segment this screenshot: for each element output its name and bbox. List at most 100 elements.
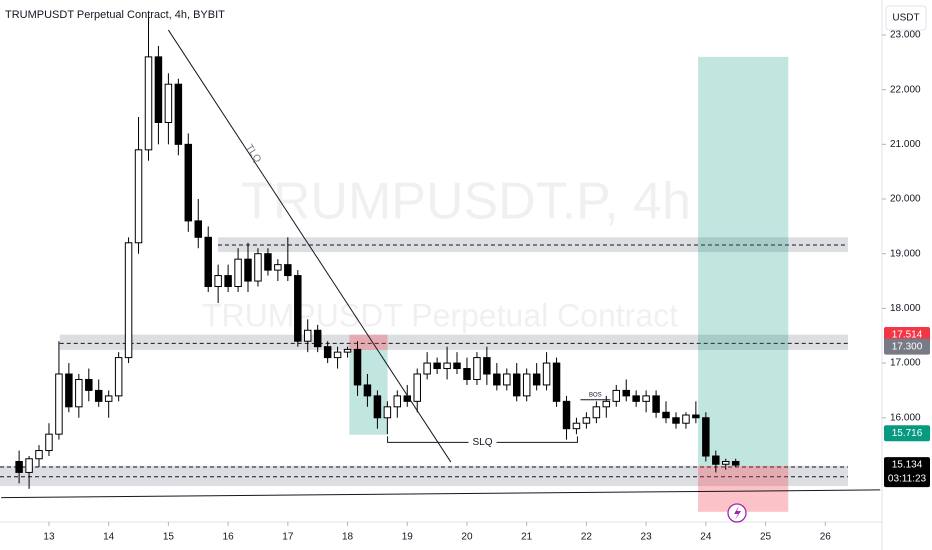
- y-tick-label: 17.000: [890, 358, 921, 369]
- candle-body: [503, 373, 511, 386]
- candle-body: [184, 143, 193, 222]
- candle-body: [224, 275, 232, 288]
- candle-body: [483, 357, 491, 375]
- candle-body: [35, 450, 43, 460]
- candle-body: [721, 460, 730, 465]
- candle-body: [234, 258, 242, 288]
- x-tick-label: 16: [223, 532, 235, 543]
- candle-body: [383, 406, 392, 419]
- y-tick-label: 22.000: [890, 84, 921, 95]
- price-tag-label: 17.300: [892, 341, 923, 352]
- x-tick-label: 13: [43, 532, 55, 543]
- base-line: [1, 489, 881, 499]
- candle-body: [672, 417, 680, 424]
- price-tag-label: 15.716: [892, 428, 923, 439]
- candle-body: [512, 373, 521, 397]
- candle-body: [15, 460, 23, 473]
- candle-body: [532, 373, 541, 386]
- candle-body: [522, 373, 531, 397]
- candle-body: [194, 220, 202, 238]
- candle-body: [204, 236, 212, 288]
- candle-body: [94, 389, 103, 402]
- candle-body: [303, 329, 312, 342]
- candle-body: [493, 373, 501, 386]
- currency-button[interactable]: [885, 5, 927, 31]
- stop-zone: [349, 334, 388, 350]
- x-tick-label: 26: [820, 532, 832, 543]
- candle-body: [45, 433, 53, 452]
- candle-body: [85, 378, 93, 391]
- y-tick-label: 18.000: [890, 303, 921, 314]
- y-tick-label: 21.000: [890, 139, 921, 150]
- candle-body: [214, 275, 222, 288]
- price-tag-label: 15.134: [892, 460, 923, 471]
- candle-body: [473, 357, 481, 380]
- x-tick-label: 17: [282, 532, 294, 543]
- candle-body: [144, 56, 153, 151]
- candle-body: [55, 373, 63, 435]
- candle-body: [712, 455, 720, 465]
- stop-zone: [698, 465, 789, 512]
- candle-body: [274, 264, 282, 271]
- candle-body: [463, 368, 471, 380]
- candle-body: [114, 357, 123, 397]
- y-tick-label: 23.000: [890, 30, 921, 41]
- candle-body: [294, 275, 302, 342]
- currency[interactable]: USDT: [892, 13, 919, 24]
- y-tick-label: 20.000: [890, 194, 921, 205]
- candle-body: [662, 411, 670, 419]
- price-tag: [884, 425, 930, 442]
- candle-body: [323, 346, 332, 359]
- candle-body: [413, 373, 421, 402]
- candle-body: [284, 264, 292, 277]
- x-tick-label: 23: [641, 532, 653, 543]
- x-tick-label: 14: [103, 532, 115, 543]
- axes: 16.000 17.000 18.000 19.000 20.000 21.000 22.0…: [43, 30, 930, 543]
- candle-body: [423, 362, 431, 375]
- candle-body: [254, 253, 262, 282]
- candle-body: [592, 406, 601, 419]
- candle-body: [373, 395, 382, 419]
- watermark: TRUMPUSDT Perpetual Contract: [202, 297, 678, 333]
- candle-body: [602, 400, 611, 408]
- bos-label: BOS: [589, 392, 602, 398]
- candle-body: [343, 348, 352, 353]
- price-tag: [884, 338, 930, 355]
- x-tick-label: 18: [342, 532, 354, 543]
- target-zone: [698, 56, 789, 466]
- watermark: TRUMPUSDT.P, 4h: [241, 173, 691, 231]
- candle-body: [642, 395, 650, 402]
- candle-body: [244, 258, 252, 282]
- candle-body: [333, 351, 342, 359]
- countdown: 03:11:23: [888, 474, 927, 485]
- candle-body: [393, 395, 402, 408]
- candle-body: [25, 458, 33, 473]
- x-tick-label: 21: [521, 532, 533, 543]
- candle-body: [632, 395, 640, 402]
- candle-body: [682, 414, 690, 424]
- candle-body: [363, 384, 372, 397]
- price-tag-label: 17.514: [892, 330, 923, 341]
- x-tick-label: 25: [760, 532, 772, 543]
- zone: [0, 465, 848, 487]
- candle-body: [353, 348, 362, 386]
- alert-bolt[interactable]: [734, 506, 741, 520]
- candle-body: [652, 395, 660, 413]
- candle-body: [154, 56, 163, 123]
- candle-body: [612, 389, 621, 402]
- candle-body: [313, 329, 322, 348]
- candle-body: [582, 417, 591, 424]
- y-tick-label: 16.000: [890, 412, 921, 423]
- trend-line: [167, 29, 452, 463]
- x-tick-label: 20: [461, 532, 473, 543]
- candle-body: [65, 373, 73, 408]
- candle-body: [164, 83, 173, 123]
- alert-icon[interactable]: [727, 503, 747, 523]
- chart-title: TRUMPUSDT Perpetual Contract, 4h, BYBIT: [5, 9, 225, 21]
- x-tick-label: 22: [581, 532, 593, 543]
- candle-body: [134, 149, 143, 244]
- candle-body: [622, 389, 630, 397]
- x-tick-label: 19: [402, 532, 414, 543]
